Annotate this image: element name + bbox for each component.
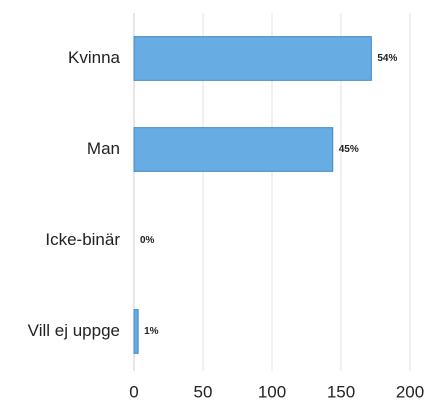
x-tick-label: 200	[396, 382, 424, 401]
y-tick-label: Man	[87, 139, 120, 158]
y-tick-label: Kvinna	[68, 48, 121, 67]
value-label: 0%	[140, 235, 155, 246]
x-tick-label: 150	[327, 382, 355, 401]
x-tick-label: 100	[258, 382, 286, 401]
y-tick-label: Icke-binär	[45, 230, 120, 249]
value-label: 1%	[144, 326, 159, 337]
x-tick-label: 0	[129, 382, 138, 401]
x-tick-label: 50	[194, 382, 213, 401]
y-tick-label: Vill ej uppge	[28, 321, 120, 340]
bar	[133, 36, 372, 81]
value-label: 45%	[339, 144, 359, 155]
bar	[133, 127, 334, 172]
value-label: 54%	[377, 53, 397, 64]
bar	[133, 309, 139, 354]
